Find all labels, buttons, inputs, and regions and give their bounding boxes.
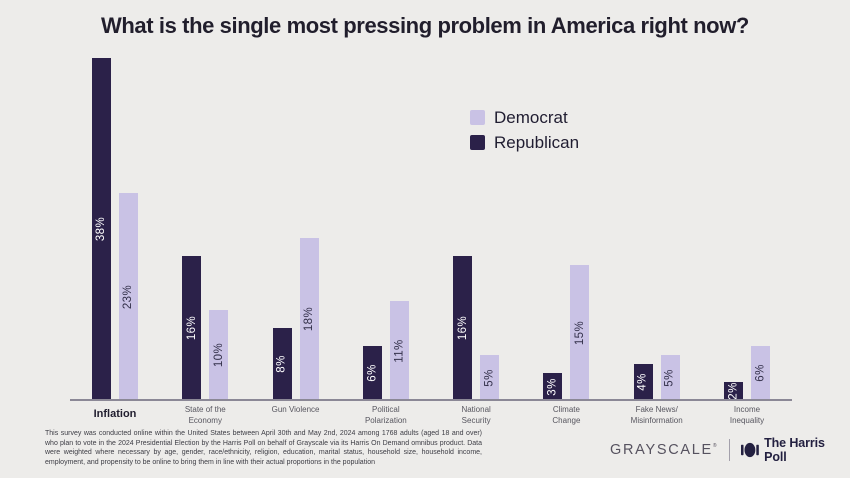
bar-group: 38% 23% [70,55,160,400]
value-label: 2% [727,382,740,400]
bar-group: 3% 15% [521,55,611,400]
republican-swatch-icon [470,135,485,150]
harris-poll-wordmark: The Harris Poll [764,436,825,464]
chart-title: What is the single most pressing problem… [101,13,749,38]
legend: Democrat Republican [470,105,579,155]
bar-republican: 2% [723,382,743,400]
bar-democrat: 23% [119,193,138,400]
value-label: 3% [546,377,559,396]
value-label: 4% [637,373,650,391]
value-label: 5% [664,368,677,387]
harris-poll-mark-icon [741,442,760,458]
bar-democrat: 11% [389,301,409,400]
bar-democrat: 18% [299,238,319,400]
bar-group: 16% 5% [431,55,521,400]
x-axis-line [70,399,792,401]
bar-republican: 38% [92,58,111,400]
legend-item-republican: Republican [470,130,579,155]
bar-democrat: 5% [480,355,500,400]
legend-label: Democrat [494,107,568,127]
category-label: Political Polarization [364,405,407,425]
legend-item-democrat: Democrat [470,105,579,130]
bar-republican: 16% [453,256,473,400]
value-label: 6% [366,364,379,382]
grayscale-logo: GRAYSCALE ® [610,442,718,458]
bar-democrat: 6% [750,346,770,400]
value-label: 23% [122,284,135,309]
registered-mark-icon: ® [712,443,719,449]
bar-group: 16% 10% [160,55,250,400]
bar-republican: 4% [633,364,653,400]
category-label: Climate Change [552,405,581,425]
category-label: Inflation [93,408,137,420]
bar-republican: 6% [362,346,382,400]
bar-group: 4% 5% [612,55,702,400]
value-label: 10% [212,342,225,368]
democrat-swatch-icon [470,110,485,125]
grayscale-wordmark: GRAYSCALE [610,442,713,458]
value-label: 5% [483,368,496,387]
bar-group: 6% 11% [341,55,431,400]
category-label: State of the Economy [184,405,226,425]
legend-label: Republican [494,132,580,152]
value-label: 38% [95,216,108,242]
bar-republican: 8% [272,328,292,400]
bar-democrat: 15% [570,265,590,400]
bar-republican: 3% [543,373,563,400]
bar-republican: 16% [182,256,202,400]
value-label: 18% [303,306,316,332]
category-label: Gun Violence [271,405,320,414]
value-label: 6% [754,364,767,382]
harris-poll-logo: The Harris Poll [741,436,850,464]
footer-logos: GRAYSCALE ® The Harris Poll [610,436,850,464]
category-label: Fake News/Misinformation [630,405,683,425]
category-label: National Security [461,405,491,425]
value-label: 15% [573,320,586,345]
category-label: Income Inequality [729,405,765,425]
value-label: 16% [456,315,469,341]
methodology-footnote: This survey was conducted online within … [45,430,482,466]
bar-group: 8% 18% [251,55,341,400]
category-labels: Inflation State of the Economy Gun Violence… [70,405,792,427]
value-label: 16% [185,315,198,341]
bar-democrat: 5% [660,355,680,400]
bar-democrat: 10% [209,310,229,400]
value-label: 11% [393,338,406,363]
value-label: 8% [276,355,289,373]
plot-area: 38% 23% 16% 10% 8% 18% 6% 11% 16% 5% 3% 15% 4% 5% 2% 6% [70,55,792,400]
footer-divider [729,439,731,461]
bar-group: 2% 6% [702,55,792,400]
